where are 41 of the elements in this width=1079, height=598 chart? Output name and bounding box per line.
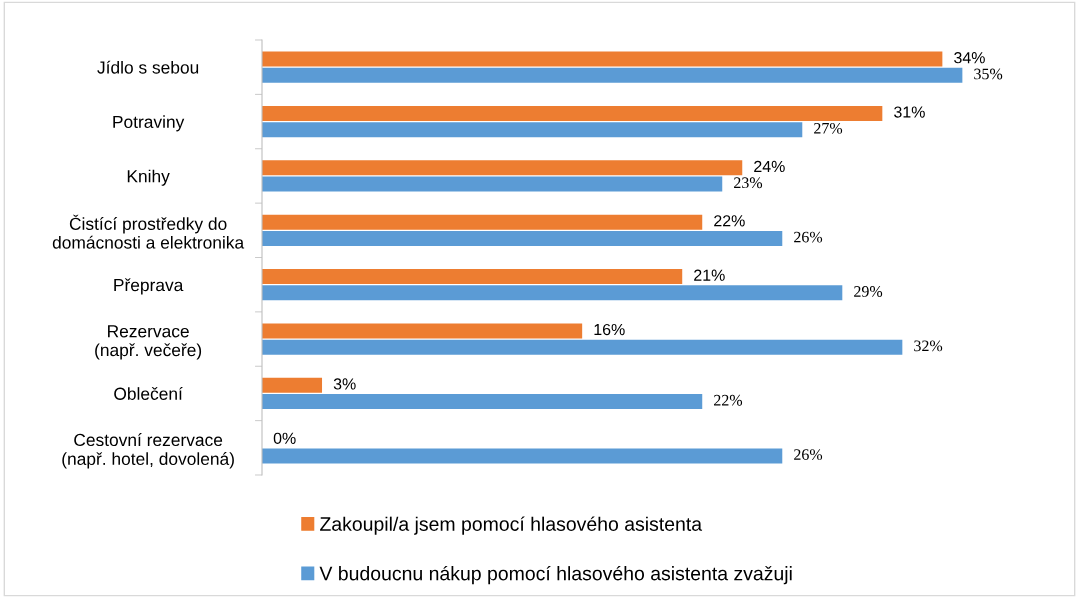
bar — [262, 394, 703, 410]
bar — [262, 160, 743, 176]
bar — [262, 269, 683, 285]
data-label: 22% — [714, 215, 745, 227]
y-tick-label: Oblečení — [114, 386, 183, 400]
data-label: 29% — [854, 286, 883, 297]
bar — [262, 51, 943, 67]
data-label: 34% — [954, 52, 985, 64]
data-label: 0% — [273, 432, 296, 444]
y-tick-label: Potraviny — [113, 115, 185, 132]
data-label: 24% — [754, 160, 785, 173]
data-label: 21% — [694, 269, 725, 281]
legend-label: Zakoupil/a jsem pomocí hlasového asistenta — [320, 516, 703, 535]
bar — [262, 176, 723, 192]
bar — [262, 285, 843, 301]
data-label: 32% — [914, 340, 943, 352]
y-tick-label: Cestovní rezervace (např. hotel, dovolená) — [62, 433, 234, 469]
bar — [262, 339, 903, 355]
bar — [262, 214, 703, 230]
y-tick-label: Čistící prostředky do domácnosti a elektronika — [52, 214, 245, 249]
data-label: 26% — [794, 449, 823, 461]
y-tick-label: Rezervace (např. večeře) — [95, 325, 202, 360]
y-tick-label: Jídlo s sebou — [97, 60, 199, 74]
bar — [262, 105, 883, 121]
data-label: 23% — [734, 177, 763, 189]
data-label: 22% — [714, 394, 743, 406]
data-label: 35% — [974, 68, 1003, 80]
y-tick-label: Knihy — [127, 169, 170, 186]
legend-label: V budoucnu nákup pomocí hlasového asistenta zvažuji — [319, 565, 792, 585]
data-label: 26% — [794, 231, 823, 243]
bar — [262, 377, 323, 393]
bar — [262, 448, 783, 464]
data-label: 16% — [594, 323, 625, 336]
bar — [262, 323, 583, 339]
y-tick-label: Přeprava — [114, 278, 184, 295]
bar — [262, 230, 783, 246]
data-label: 31% — [894, 106, 925, 118]
bar — [262, 67, 963, 83]
data-label: 27% — [814, 122, 843, 134]
bar — [262, 122, 803, 138]
data-label: 3% — [333, 378, 356, 390]
